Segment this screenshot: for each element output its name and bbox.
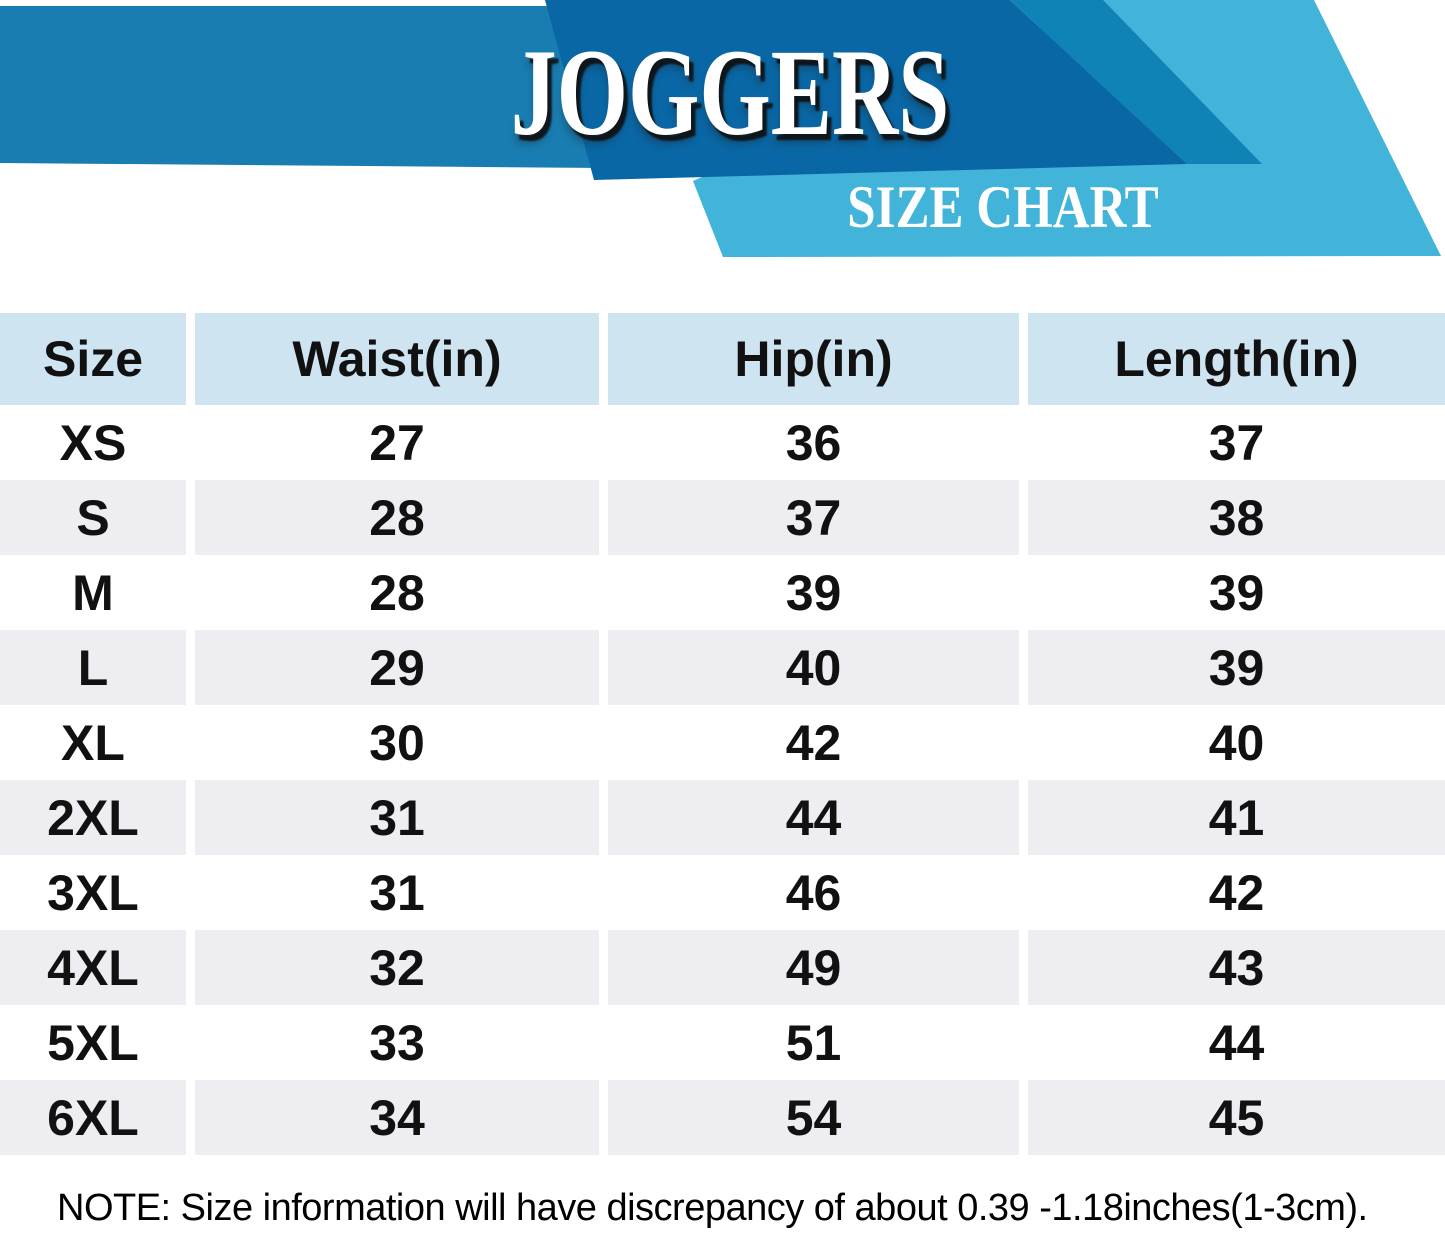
cell-hip: 39: [785, 564, 842, 621]
cell-length: 37: [1208, 414, 1265, 471]
cell-size: XL: [61, 714, 125, 771]
table-row: 3XL 31 46 42: [0, 855, 1445, 930]
cell-hip: 54: [608, 1080, 1019, 1155]
table-row: 5XL 33 51 44: [0, 1005, 1445, 1080]
cell-hip: 42: [785, 714, 842, 771]
page-subtitle: SIZE CHART: [847, 174, 1159, 240]
cell-size: 4XL: [0, 930, 186, 1005]
cell-length: 40: [1208, 714, 1265, 771]
cell-waist: 34: [195, 1080, 599, 1155]
cell-size: 5XL: [47, 1014, 139, 1071]
table-row: S 28 37 38: [0, 480, 1445, 555]
cell-size: S: [0, 480, 186, 555]
table-row: XL 30 42 40: [0, 705, 1445, 780]
cell-hip: 46: [785, 864, 842, 921]
cell-length: 39: [1028, 630, 1445, 705]
cell-hip: 36: [785, 414, 842, 471]
table-row: M 28 39 39: [0, 555, 1445, 630]
cell-length: 45: [1028, 1080, 1445, 1155]
cell-length: 43: [1028, 930, 1445, 1005]
cell-waist: 28: [369, 564, 425, 621]
cell-waist: 31: [195, 780, 599, 855]
cell-hip: 49: [608, 930, 1019, 1005]
cell-size: 3XL: [47, 864, 139, 921]
cell-hip: 37: [608, 480, 1019, 555]
cell-length: 41: [1028, 780, 1445, 855]
cell-waist: 33: [369, 1014, 425, 1071]
size-table: Size Waist(in) Hip(in) Length(in) XS 27 36…: [0, 313, 1445, 1155]
column-header-hip: Hip(in): [608, 313, 1019, 405]
cell-hip: 44: [608, 780, 1019, 855]
column-header-length: Length(in): [1028, 313, 1445, 405]
table-row: 4XL 32 49 43: [0, 930, 1445, 1005]
banner: JOGGERS SIZE CHART: [0, 0, 1445, 262]
table-header-row: Size Waist(in) Hip(in) Length(in): [0, 313, 1445, 405]
cell-size: M: [72, 564, 114, 621]
cell-hip: 40: [608, 630, 1019, 705]
cell-size: 6XL: [0, 1080, 186, 1155]
table-row: L 29 40 39: [0, 630, 1445, 705]
cell-size: 2XL: [0, 780, 186, 855]
table-row: 2XL 31 44 41: [0, 780, 1445, 855]
page-title: JOGGERS: [510, 24, 950, 161]
cell-size: L: [0, 630, 186, 705]
column-header-waist: Waist(in): [195, 313, 599, 405]
cell-length: 44: [1208, 1014, 1265, 1071]
cell-hip: 51: [785, 1014, 842, 1071]
cell-waist: 28: [195, 480, 599, 555]
cell-waist: 29: [195, 630, 599, 705]
cell-length: 42: [1208, 864, 1265, 921]
cell-length: 38: [1028, 480, 1445, 555]
table-row: 6XL 34 54 45: [0, 1080, 1445, 1155]
cell-waist: 31: [369, 864, 425, 921]
table-body: XS 27 36 37 S 28 37 38 M 28 39 39 L 29 40 39 XL 30 42 40 2XL…: [0, 405, 1445, 1155]
column-header-size: Size: [0, 313, 186, 405]
cell-length: 39: [1208, 564, 1265, 621]
cell-size: XS: [59, 414, 127, 471]
note-text: NOTE: Size information will have discrep…: [57, 1187, 1368, 1229]
cell-waist: 32: [195, 930, 599, 1005]
table-row: XS 27 36 37: [0, 405, 1445, 480]
cell-waist: 30: [369, 714, 425, 771]
cell-waist: 27: [369, 414, 425, 471]
